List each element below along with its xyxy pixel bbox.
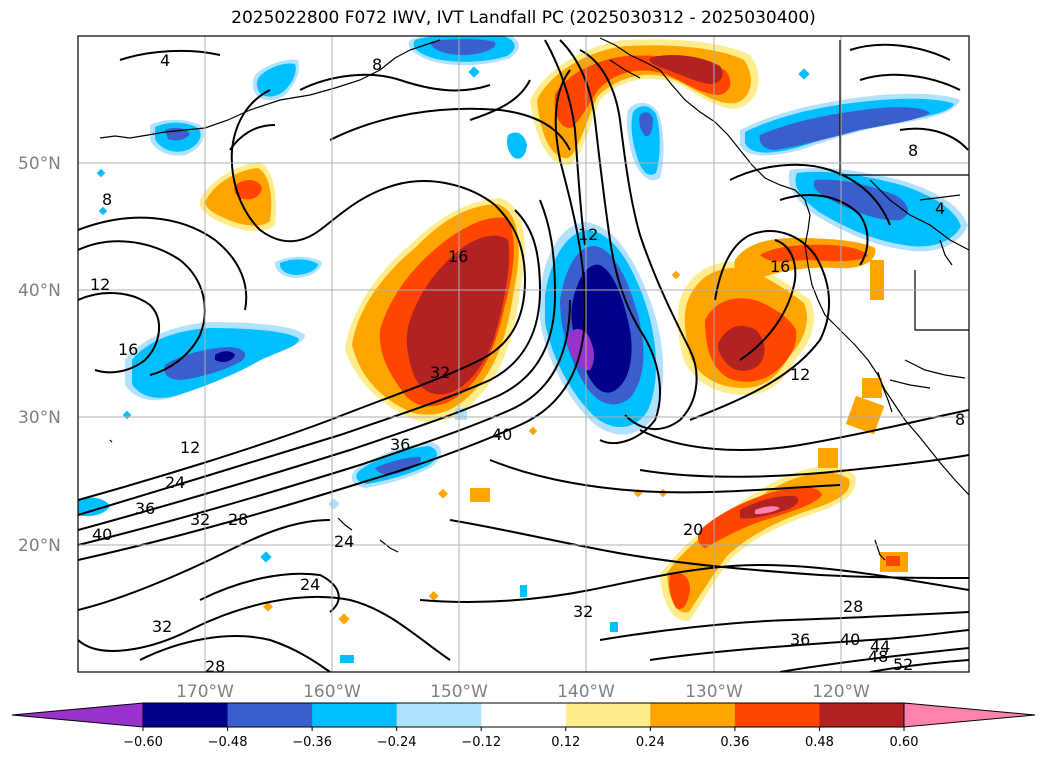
colorbar-tick-label: −0.48 (208, 735, 248, 750)
colorbar-tick-label: 0.48 (805, 735, 834, 750)
contour-label: 36 (390, 435, 410, 454)
colorbar-extend-low (11, 702, 144, 728)
contour-label: 32 (152, 617, 172, 636)
lat-label: 30°N (18, 408, 61, 428)
contour-label: 52 (893, 655, 913, 674)
contour-label: 40 (92, 525, 112, 544)
contour-label: 44 (870, 637, 890, 656)
contour-labels: 4 8 8 12 16 12 16 32 16 12 40 36 12 24 3… (90, 51, 965, 676)
contour-label: 16 (118, 340, 138, 359)
contour-label: 40 (840, 630, 860, 649)
coastlines (99, 37, 969, 561)
contour-label: 28 (843, 597, 863, 616)
contour-label: 36 (135, 499, 155, 518)
contour-label: 12 (180, 438, 200, 457)
colorbar-tick-label: 0.12 (551, 735, 580, 750)
colorbar: −0.60 −0.48 −0.36 −0.24 −0.12 0.12 0.24 0.36 0.4… (11, 702, 1036, 750)
contour-label: 24 (165, 473, 185, 492)
contour-label: 8 (102, 190, 112, 209)
contour-label: 40 (492, 425, 512, 444)
lat-label: 40°N (18, 281, 61, 301)
contour-label: 16 (770, 257, 790, 276)
lon-label: 150°W (430, 682, 488, 702)
ivt-contours (78, 39, 969, 672)
contour-label: 24 (334, 532, 354, 551)
map-title: 2025022800 F072 IWV, IVT Landfall PC (20… (231, 8, 816, 28)
contour-label: 20 (683, 520, 703, 539)
contour-label: 12 (790, 365, 810, 384)
contour-label: 12 (578, 225, 598, 244)
colorbar-extend-high (903, 702, 1036, 728)
lat-label: 50°N (18, 154, 61, 174)
colorbar-cell (819, 703, 905, 727)
lon-label: 170°W (176, 682, 234, 702)
contour-label: 8 (955, 410, 965, 429)
contour-label: 24 (300, 575, 320, 594)
colorbar-cell (565, 703, 651, 727)
colorbar-tick-label: −0.36 (292, 735, 332, 750)
colorbar-tick-label: 0.60 (890, 735, 919, 750)
colorbar-tick-label: −0.24 (377, 735, 417, 750)
colorbar-cell (396, 703, 482, 727)
longitude-labels: 170°W 160°W 150°W 140°W 130°W 120°W (176, 682, 870, 702)
map-frame (77, 35, 970, 673)
lon-label: 140°W (557, 682, 615, 702)
contour-label: 28 (228, 510, 248, 529)
contour-label: 8 (908, 141, 918, 160)
contour-label: 32 (190, 510, 210, 529)
colorbar-tick-label: −0.60 (123, 735, 163, 750)
lon-label: 160°W (303, 682, 361, 702)
contour-label: 4 (160, 51, 170, 70)
colorbar-tick-label: −0.12 (461, 735, 501, 750)
colorbar-cell (481, 703, 567, 727)
lat-label: 20°N (18, 536, 61, 556)
colorbar-tick-label: 0.24 (636, 735, 665, 750)
colorbar-cell (650, 703, 736, 727)
colorbar-cell (143, 703, 229, 727)
colorbar-cell (734, 703, 820, 727)
colorbar-cell (227, 703, 313, 727)
contour-label: 36 (790, 630, 810, 649)
colorbar-frame (142, 702, 905, 728)
gridlines (78, 36, 969, 672)
latitude-labels: 50°N 40°N 30°N 20°N (18, 154, 61, 556)
colorbar-tick-label: 0.36 (720, 735, 749, 750)
lon-label: 120°W (812, 682, 870, 702)
contour-label: 4 (935, 199, 945, 218)
contour-label: 28 (205, 657, 225, 676)
contour-label: 32 (573, 602, 593, 621)
contour-label: 16 (448, 247, 468, 266)
colorbar-cell (312, 703, 398, 727)
lon-label: 130°W (685, 682, 743, 702)
shaded-field (78, 36, 968, 663)
contour-label: 48 (868, 647, 888, 666)
contour-label: 8 (372, 55, 382, 74)
contour-label: 32 (430, 363, 450, 382)
contour-label: 12 (90, 275, 110, 294)
